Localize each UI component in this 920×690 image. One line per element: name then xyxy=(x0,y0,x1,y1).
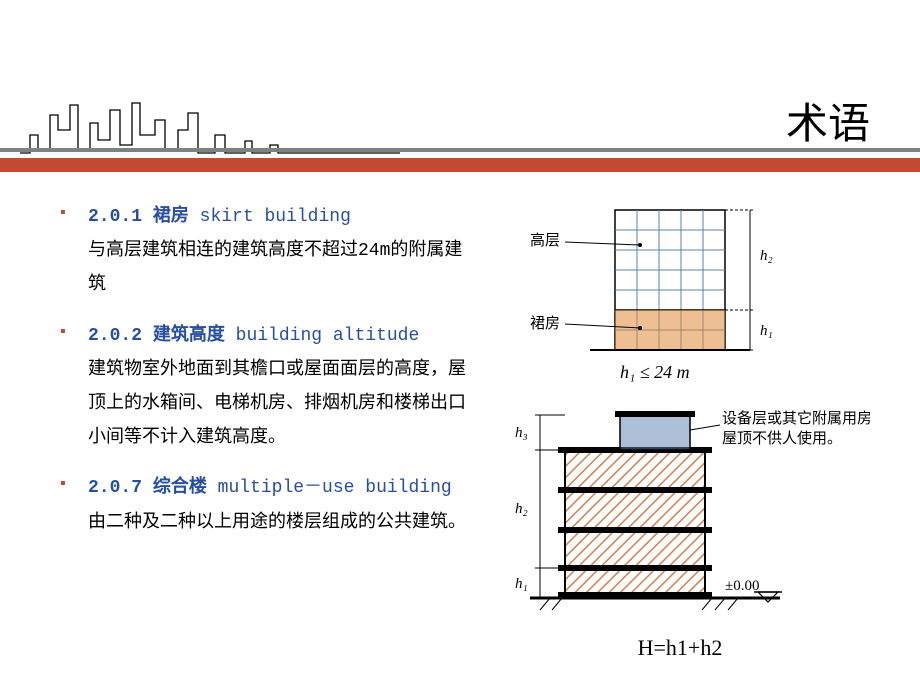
term-heading: 2.0.1 裙房 skirt building xyxy=(88,200,470,234)
diagram-highrise-block xyxy=(615,210,725,350)
label-highrise: 高层 xyxy=(530,232,560,249)
term-description: 由二种及二种以上用途的楼层组成的公共建筑。 xyxy=(88,506,470,540)
diagrams-column: 高层 裙房 h₂ h₁ h₁ ≤ 24 m xyxy=(500,200,860,661)
term-name-zh: 建筑高度 xyxy=(153,326,225,346)
slide-content: 2.0.1 裙房 skirt building 与高层建筑相连的建筑高度不超过2… xyxy=(0,170,920,661)
terms-column: 2.0.1 裙房 skirt building 与高层建筑相连的建筑高度不超过2… xyxy=(60,200,500,661)
term-description: 与高层建筑相连的建筑高度不超过24m的附属建筑 xyxy=(88,234,470,302)
term-number: 2.0.7 xyxy=(88,478,142,498)
term-name-zh: 裙房 xyxy=(153,207,189,227)
term-number: 2.0.1 xyxy=(88,207,142,227)
slide-header: 术语 xyxy=(0,0,920,170)
skyline-graphic xyxy=(20,95,400,155)
term-name-en: skirt building xyxy=(200,207,351,227)
term-item: 2.0.1 裙房 skirt building 与高层建筑相连的建筑高度不超过2… xyxy=(60,200,470,303)
diagram-building-body xyxy=(558,447,712,598)
term-description: 建筑物室外地面到其檐口或屋面面层的高度，屋顶上的水箱间、电梯机房、排烟机房和楼梯… xyxy=(88,353,470,456)
diagram2-note-line1: 设备层或其它附属用房 xyxy=(722,409,870,427)
dim-label-h3: h₃ xyxy=(515,425,528,441)
title-underline xyxy=(0,148,920,172)
dim-label-h2: h₂ xyxy=(760,248,773,264)
diagram1-caption: h₁ ≤ 24 m xyxy=(620,362,690,382)
label-skirt: 裙房 xyxy=(530,315,560,332)
dim-label-h2: h₂ xyxy=(515,501,528,517)
diagram2-caption: H=h1+h2 xyxy=(500,635,860,661)
dim-label-h1: h₁ xyxy=(760,323,773,339)
dim-label-h1: h₁ xyxy=(515,576,528,592)
term-name-en: building altitude xyxy=(236,326,420,346)
diagram-roof-room xyxy=(615,411,695,450)
term-name-zh: 综合楼 xyxy=(153,478,207,498)
term-heading: 2.0.2 建筑高度 building altitude xyxy=(88,319,470,353)
term-name-en: multiple－use building xyxy=(218,478,452,498)
term-heading: 2.0.7 综合楼 multiple－use building xyxy=(88,471,470,505)
term-item: 2.0.2 建筑高度 building altitude 建筑物室外地面到其檐口… xyxy=(60,319,470,456)
term-item: 2.0.7 综合楼 multiple－use building 由二种及二种以上… xyxy=(60,471,470,539)
diagram-skirt-building: 高层 裙房 h₂ h₁ h₁ ≤ 24 m xyxy=(500,200,860,385)
term-number: 2.0.2 xyxy=(88,326,142,346)
slide-title: 术语 xyxy=(786,90,870,151)
diagram2-note-line2: 屋顶不供人使用。 xyxy=(722,430,842,447)
diagram-building-altitude: h₃ h₂ h₁ 设备层或其它附属用房 屋顶不供人使用。 ±0.00 H=h1+… xyxy=(500,395,860,661)
